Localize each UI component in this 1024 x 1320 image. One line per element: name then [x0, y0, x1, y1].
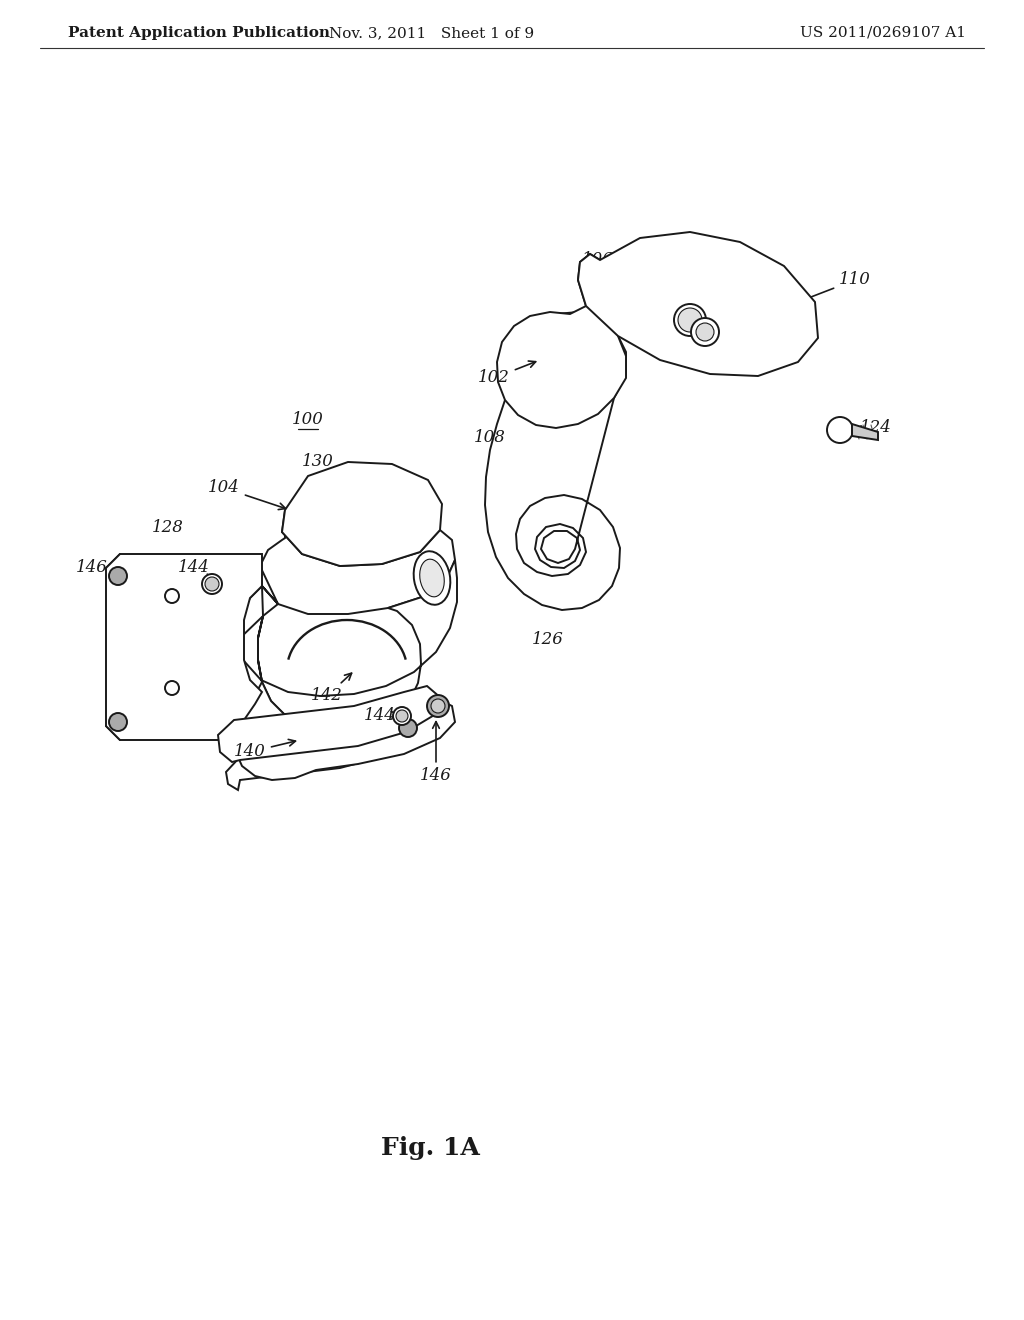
Ellipse shape [414, 552, 451, 605]
Polygon shape [106, 554, 262, 741]
Text: 104: 104 [208, 479, 286, 510]
Polygon shape [238, 560, 457, 726]
Text: 140: 140 [234, 739, 296, 760]
Text: 146: 146 [420, 722, 452, 784]
Circle shape [393, 708, 411, 725]
Text: Nov. 3, 2011   Sheet 1 of 9: Nov. 3, 2011 Sheet 1 of 9 [330, 26, 535, 40]
Polygon shape [485, 312, 626, 610]
Text: 146: 146 [76, 560, 108, 577]
Text: 124: 124 [854, 420, 892, 437]
Circle shape [827, 417, 853, 444]
Polygon shape [497, 253, 626, 428]
Polygon shape [578, 232, 818, 376]
Circle shape [691, 318, 719, 346]
Text: 142: 142 [311, 673, 351, 705]
Text: Patent Application Publication: Patent Application Publication [68, 26, 330, 40]
Text: 102: 102 [478, 360, 536, 387]
Circle shape [696, 323, 714, 341]
Circle shape [165, 589, 179, 603]
Polygon shape [234, 586, 455, 780]
Circle shape [109, 713, 127, 731]
Circle shape [205, 577, 219, 591]
Polygon shape [852, 424, 878, 440]
Ellipse shape [420, 560, 444, 597]
Text: Fig. 1A: Fig. 1A [381, 1137, 479, 1160]
Circle shape [202, 574, 222, 594]
Circle shape [427, 696, 449, 717]
Polygon shape [226, 714, 412, 789]
Circle shape [399, 719, 417, 737]
Text: US 2011/0269107 A1: US 2011/0269107 A1 [800, 26, 966, 40]
Text: 128: 128 [152, 520, 184, 536]
Text: 106: 106 [582, 252, 614, 268]
Text: 130: 130 [302, 454, 334, 470]
Circle shape [431, 700, 445, 713]
Circle shape [109, 568, 127, 585]
Text: 108: 108 [474, 429, 506, 446]
Circle shape [674, 304, 706, 337]
Text: 100: 100 [292, 412, 324, 429]
Polygon shape [260, 510, 455, 614]
Text: 148: 148 [384, 532, 416, 549]
Polygon shape [282, 462, 442, 566]
Text: 124: 124 [708, 292, 740, 317]
Text: 144: 144 [365, 708, 399, 725]
Circle shape [678, 308, 702, 333]
Text: 126: 126 [532, 631, 564, 648]
Text: 144: 144 [178, 560, 211, 581]
Circle shape [165, 681, 179, 696]
Text: 110: 110 [803, 272, 871, 301]
Polygon shape [218, 686, 441, 762]
Circle shape [396, 710, 408, 722]
